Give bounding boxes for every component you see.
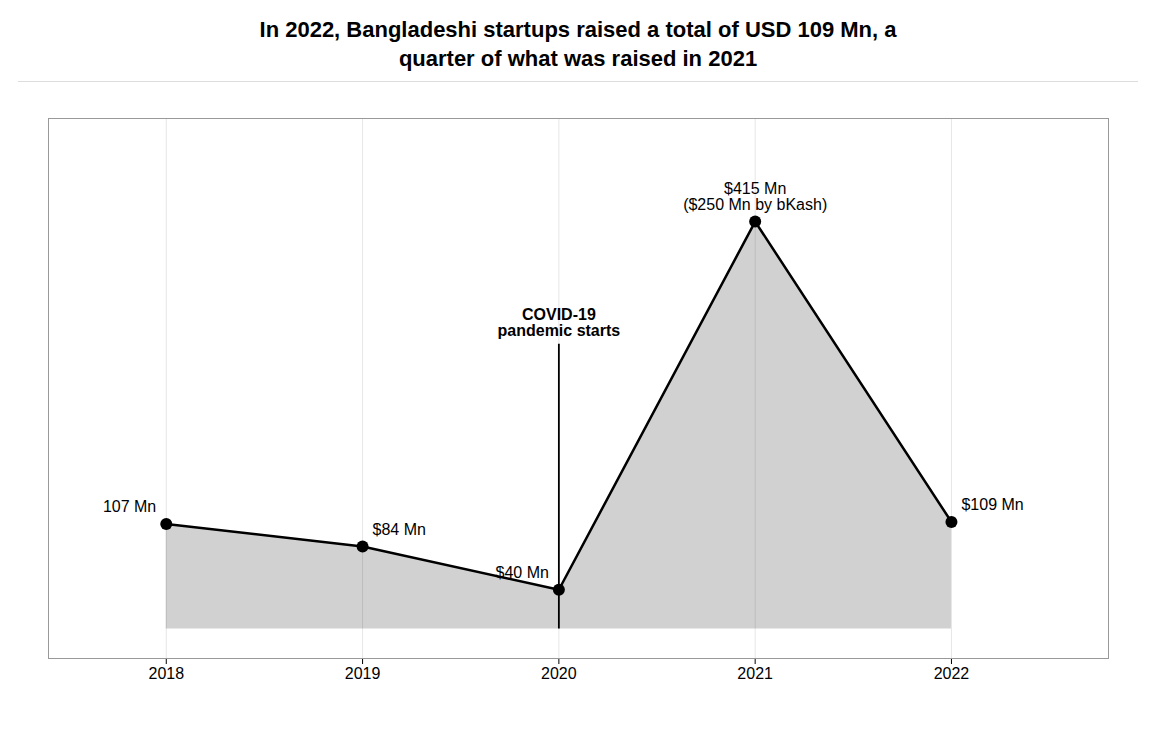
- svg-text:2018: 2018: [148, 665, 184, 682]
- svg-text:$109 Mn: $109 Mn: [961, 496, 1023, 513]
- svg-text:107 Mn: 107 Mn: [103, 498, 156, 515]
- svg-text:2019: 2019: [345, 665, 381, 682]
- svg-text:$40 Mn: $40 Mn: [495, 564, 548, 581]
- svg-text:2021: 2021: [737, 665, 773, 682]
- html-text:In 2022, Bangladeshi startups: In 2022, Bangladeshi startups raised a t…: [259, 17, 897, 71]
- svg-text:$415 Mn($250 Mn by bKash): $415 Mn($250 Mn by bKash): [683, 180, 827, 213]
- svg-text:COVID-19pandemic starts: COVID-19pandemic starts: [498, 307, 621, 340]
- svg-text:2022: 2022: [934, 665, 970, 682]
- svg-text:$84 Mn: $84 Mn: [373, 521, 426, 538]
- svg-text:2020: 2020: [541, 665, 577, 682]
